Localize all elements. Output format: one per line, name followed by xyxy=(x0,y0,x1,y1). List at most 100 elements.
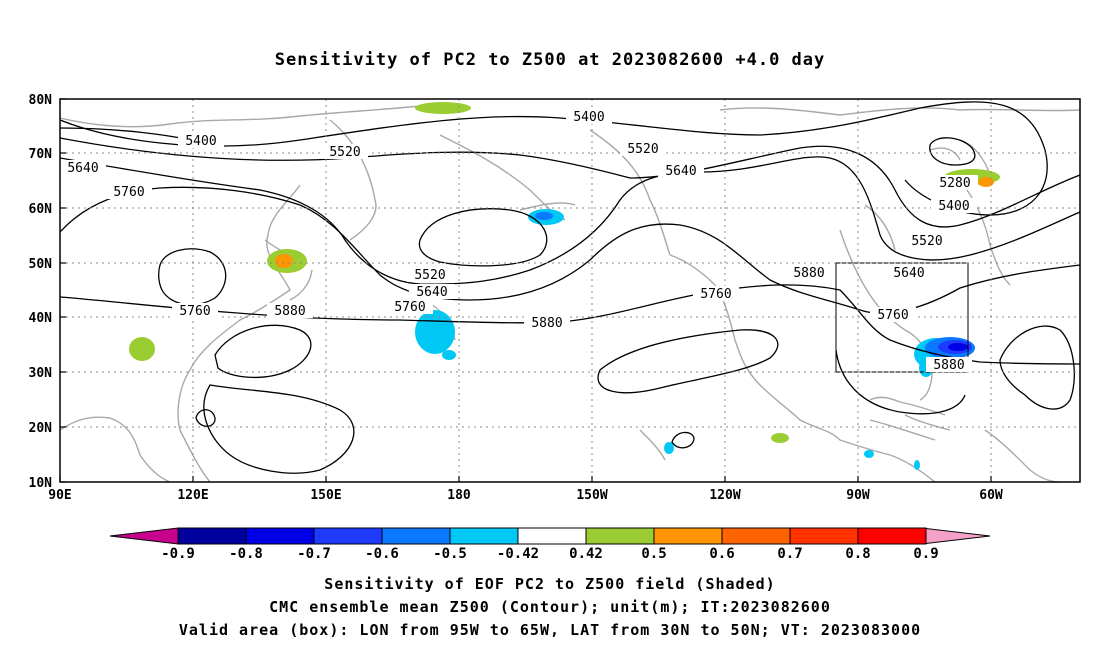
contour-label: 5520 xyxy=(322,144,368,160)
contour-labels: 5400 5400 5400 5520 5520 5520 5520 5640 … xyxy=(60,109,978,373)
contour-label: 5760 xyxy=(693,286,739,302)
lon-label: 120E xyxy=(177,488,208,503)
lon-label: 120W xyxy=(709,488,740,503)
lon-label: 90W xyxy=(846,488,870,503)
shade-negative-strong xyxy=(948,343,968,351)
lat-label: 50N xyxy=(29,257,53,272)
svg-text:5640: 5640 xyxy=(416,285,447,300)
svg-text:5400: 5400 xyxy=(185,134,216,149)
contour-label: 5760 xyxy=(870,307,916,323)
contour-label: 5640 xyxy=(658,163,704,179)
contour-label: 5640 xyxy=(886,265,932,281)
contour-label: 5640 xyxy=(60,160,106,176)
map-title: Sensitivity of PC2 to Z500 at 2023082600… xyxy=(274,50,826,70)
lon-label: 150E xyxy=(310,488,341,503)
svg-text:5520: 5520 xyxy=(414,268,445,283)
plot-area xyxy=(60,99,1080,482)
colorbar-label: 0.5 xyxy=(641,546,666,562)
svg-text:5880: 5880 xyxy=(274,304,305,319)
colorbar-segment xyxy=(313,527,383,545)
colorbar-label: -0.9 xyxy=(161,546,195,562)
colorbar-segment xyxy=(517,527,587,545)
contour-label: 5880 xyxy=(524,315,570,331)
colorbar-segment xyxy=(857,527,927,545)
shade-positive-strong xyxy=(978,177,994,187)
colorbar-label: -0.6 xyxy=(365,546,399,562)
shade-negative xyxy=(864,450,874,458)
svg-text:5640: 5640 xyxy=(67,161,98,176)
shade-negative xyxy=(664,442,674,454)
lat-label: 20N xyxy=(29,421,53,436)
shade-positive xyxy=(129,337,155,361)
svg-text:5880: 5880 xyxy=(933,358,964,373)
contour-label: 5760 xyxy=(387,299,433,315)
contour-label: 5400 xyxy=(178,133,224,149)
caption-line-1: Sensitivity of EOF PC2 to Z500 field (Sh… xyxy=(324,575,776,593)
contour-label: 5760 xyxy=(172,303,218,319)
longitude-labels: 90E 120E 150E 180 150W 120W 90W 60W xyxy=(48,488,1003,503)
caption-line-3: Valid area (box): LON from 95W to 65W, L… xyxy=(178,621,922,639)
lon-label: 60W xyxy=(979,488,1003,503)
shade-negative xyxy=(914,460,920,470)
svg-text:5760: 5760 xyxy=(179,304,210,319)
shade-negative-strong xyxy=(535,212,553,220)
svg-text:5520: 5520 xyxy=(911,234,942,249)
svg-text:5640: 5640 xyxy=(893,266,924,281)
svg-text:5760: 5760 xyxy=(394,300,425,315)
shade-positive xyxy=(771,433,789,443)
colorbar-segment xyxy=(449,527,519,545)
contour-label: 5880 xyxy=(786,265,832,281)
shade-positive-strong xyxy=(275,254,293,268)
colorbar-low-extend xyxy=(109,527,179,545)
colorbar-label: 0.9 xyxy=(913,546,938,562)
contour-label: 5400 xyxy=(566,109,612,125)
caption-line-2: CMC ensemble mean Z500 (Contour); unit(m… xyxy=(269,598,831,616)
colorbar-label: -0.7 xyxy=(297,546,331,562)
svg-text:5760: 5760 xyxy=(113,185,144,200)
colorbar-label: -0.42 xyxy=(497,546,539,562)
contour-label: 5400 xyxy=(931,198,977,214)
colorbar-segment xyxy=(789,527,859,545)
shade-negative xyxy=(442,350,456,360)
grid-lines xyxy=(60,99,1080,482)
shade-positive xyxy=(415,102,471,114)
svg-text:5880: 5880 xyxy=(793,266,824,281)
colorbar: -0.9 -0.8 -0.7 -0.6 -0.5 -0.42 0.42 0.5 0.6 0.7 0.… xyxy=(109,527,991,562)
lat-label: 70N xyxy=(29,147,53,162)
colorbar-segment xyxy=(381,527,451,545)
lat-label: 30N xyxy=(29,366,53,381)
contour-label: 5520 xyxy=(904,233,950,249)
svg-text:5880: 5880 xyxy=(531,316,562,331)
colorbar-label: -0.5 xyxy=(433,546,467,562)
colorbar-label: 0.7 xyxy=(777,546,802,562)
svg-text:5400: 5400 xyxy=(938,199,969,214)
lat-label: 60N xyxy=(29,202,53,217)
lon-label: 180 xyxy=(447,488,471,503)
svg-text:5520: 5520 xyxy=(329,145,360,160)
colorbar-segment xyxy=(721,527,791,545)
colorbar-label: 0.42 xyxy=(569,546,603,562)
latitude-labels: 80N 70N 60N 50N 40N 30N 20N 10N xyxy=(29,93,53,491)
contour-label: 5640 xyxy=(409,284,455,300)
contour-label: 5880 xyxy=(926,357,972,373)
contour-label: 5880 xyxy=(267,303,313,319)
svg-text:5640: 5640 xyxy=(665,164,696,179)
lon-label: 90E xyxy=(48,488,71,503)
lat-label: 80N xyxy=(29,93,53,108)
contour-label: 5760 xyxy=(106,184,152,200)
colorbar-label: 0.8 xyxy=(845,546,870,562)
z500-contours xyxy=(60,101,1080,474)
lon-label: 150W xyxy=(576,488,607,503)
svg-text:5280: 5280 xyxy=(939,176,970,191)
colorbar-segment xyxy=(653,527,723,545)
colorbar-segment xyxy=(245,527,315,545)
colorbar-segment xyxy=(585,527,655,545)
colorbar-label: 0.6 xyxy=(709,546,734,562)
colorbar-label: -0.8 xyxy=(229,546,263,562)
colorbar-segment xyxy=(177,527,247,545)
lat-label: 40N xyxy=(29,311,53,326)
svg-text:5400: 5400 xyxy=(573,110,604,125)
contour-label: 5520 xyxy=(407,267,453,283)
axis-ticks xyxy=(59,98,992,483)
